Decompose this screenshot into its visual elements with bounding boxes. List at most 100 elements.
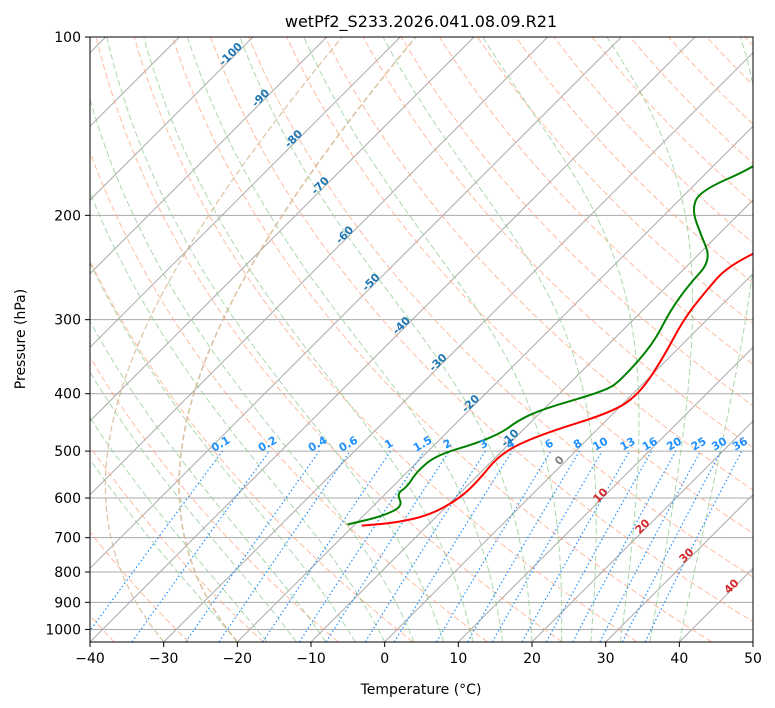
dry-adiabat (90, 355, 339, 642)
isotherm-line (605, 493, 753, 642)
isotherm-line (384, 272, 753, 642)
moist-adiabat (90, 458, 238, 642)
isotherm-label: -20 (459, 392, 482, 415)
y-tick-label: 400 (54, 387, 81, 403)
isotherm-label: -40 (390, 314, 413, 337)
isotherm-line (457, 346, 753, 642)
isotherm-label: -100 (216, 40, 245, 69)
chart-title: wetPf2_S233.2026.041.08.09.R21 (285, 12, 557, 32)
dry-adiabat (706, 37, 753, 86)
dewpoint-line (347, 165, 753, 526)
isotherm-line (90, 37, 475, 422)
mixing-ratio-line (393, 450, 513, 642)
y-tick-label: 500 (54, 444, 81, 460)
mixing-ratio-line (325, 450, 450, 642)
dry-adiabat (515, 37, 753, 284)
axes: −40 −30 −20 −10 0 10 20 30 40 5010020030040050060… (45, 30, 762, 667)
dry-adiabat (324, 37, 753, 491)
mixing-ratio-line (131, 450, 270, 642)
mixing-ratio-label: 6 (543, 436, 556, 451)
isotherm-line (90, 37, 401, 349)
mixing-ratio-line (545, 450, 653, 642)
dry-adiabat (591, 37, 753, 204)
moist-adiabat (90, 370, 297, 642)
x-tick-label: 30 (597, 651, 615, 667)
isotherm-line (90, 37, 696, 642)
y-tick-label: 300 (54, 313, 81, 329)
dry-adiabat (90, 445, 264, 642)
dry-adiabat (95, 37, 563, 642)
moist-adiabat (382, 37, 597, 642)
x-tick-label: 10 (449, 651, 467, 667)
mixing-ratio-line (466, 450, 580, 642)
y-tick-label: 200 (54, 208, 81, 224)
y-axis-label: Pressure (hPa) (13, 289, 29, 389)
y-tick-label: 600 (54, 491, 81, 507)
dry-adiabat (362, 37, 753, 449)
moist-adiabat (678, 37, 753, 642)
x-axis-label: Temperature (°C) (360, 682, 482, 698)
moist-adiabat (143, 37, 474, 642)
mixing-ratio-line (218, 450, 351, 642)
isotherm-label: -90 (249, 86, 272, 109)
x-tick-label: 20 (523, 651, 541, 667)
lcl-curve (104, 37, 343, 642)
mixing-ratio-line (435, 450, 552, 642)
y-tick-label: 900 (54, 595, 81, 611)
moist-adiabat (90, 190, 386, 642)
moist-adiabat (90, 261, 356, 642)
isotherm-line (90, 37, 622, 570)
dry-adiabat (477, 37, 753, 325)
y-tick-label: 700 (54, 531, 81, 547)
y-tick-label: 800 (54, 565, 81, 581)
x-tick-label: 40 (670, 651, 688, 667)
isotherm-label: -70 (309, 174, 332, 197)
moist-adiabat (187, 37, 503, 642)
isotherm-line (531, 420, 753, 642)
lcl-label: 40 (722, 576, 742, 596)
isotherm-label: -10 (498, 426, 521, 449)
isotherm-line (163, 51, 753, 642)
dry-adiabat (210, 37, 753, 623)
moist-adiabat (482, 37, 640, 642)
mixing-ratio-line (185, 450, 320, 642)
isotherm-line (236, 125, 753, 642)
mixing-ratio-line (364, 450, 486, 642)
isotherm-line (90, 37, 549, 496)
moist-adiabat (90, 97, 415, 642)
dry-adiabat (744, 37, 753, 47)
profile-lines (347, 165, 753, 527)
mixing-ratio-line (521, 450, 631, 642)
mixing-ratio-line (262, 450, 392, 642)
x-tick-label: −30 (149, 651, 179, 667)
moist-adiabat (303, 37, 563, 642)
x-tick-label: 50 (744, 651, 762, 667)
inline-labels: 0.1 0.2 0.4 0.6 1 1.5 2 3 4 6 8 10 13 16 20 25 30 36-100-… (209, 40, 750, 597)
plot-frame (89, 36, 754, 643)
mixing-ratio-line (491, 450, 603, 642)
dry-adiabat (553, 37, 753, 244)
isotherm-line (90, 37, 328, 275)
x-tick-label: −20 (223, 651, 253, 667)
isotherm-label: -50 (359, 270, 382, 293)
x-tick-label: 0 (380, 651, 389, 667)
dry-adiabat (629, 37, 753, 165)
y-tick-label: 1000 (45, 622, 81, 638)
lcl-label: 0 (552, 453, 567, 468)
dry-adiabat (90, 531, 190, 642)
lcl-label: 20 (633, 516, 653, 536)
mixing-ratio-line (572, 450, 677, 642)
isotherm-label: -80 (282, 127, 305, 150)
dry-adiabat (400, 37, 753, 407)
x-tick-label: −10 (296, 651, 326, 667)
isotherm-line (90, 37, 254, 201)
dry-adiabat (286, 37, 753, 534)
temperature-line (361, 252, 753, 527)
plot-area (90, 37, 753, 642)
x-tick-label: −40 (75, 651, 105, 667)
y-tick-label: 100 (54, 30, 81, 46)
moist-adiabat (90, 416, 268, 642)
isotherm-line (752, 641, 753, 642)
moist-adiabat (606, 37, 694, 642)
